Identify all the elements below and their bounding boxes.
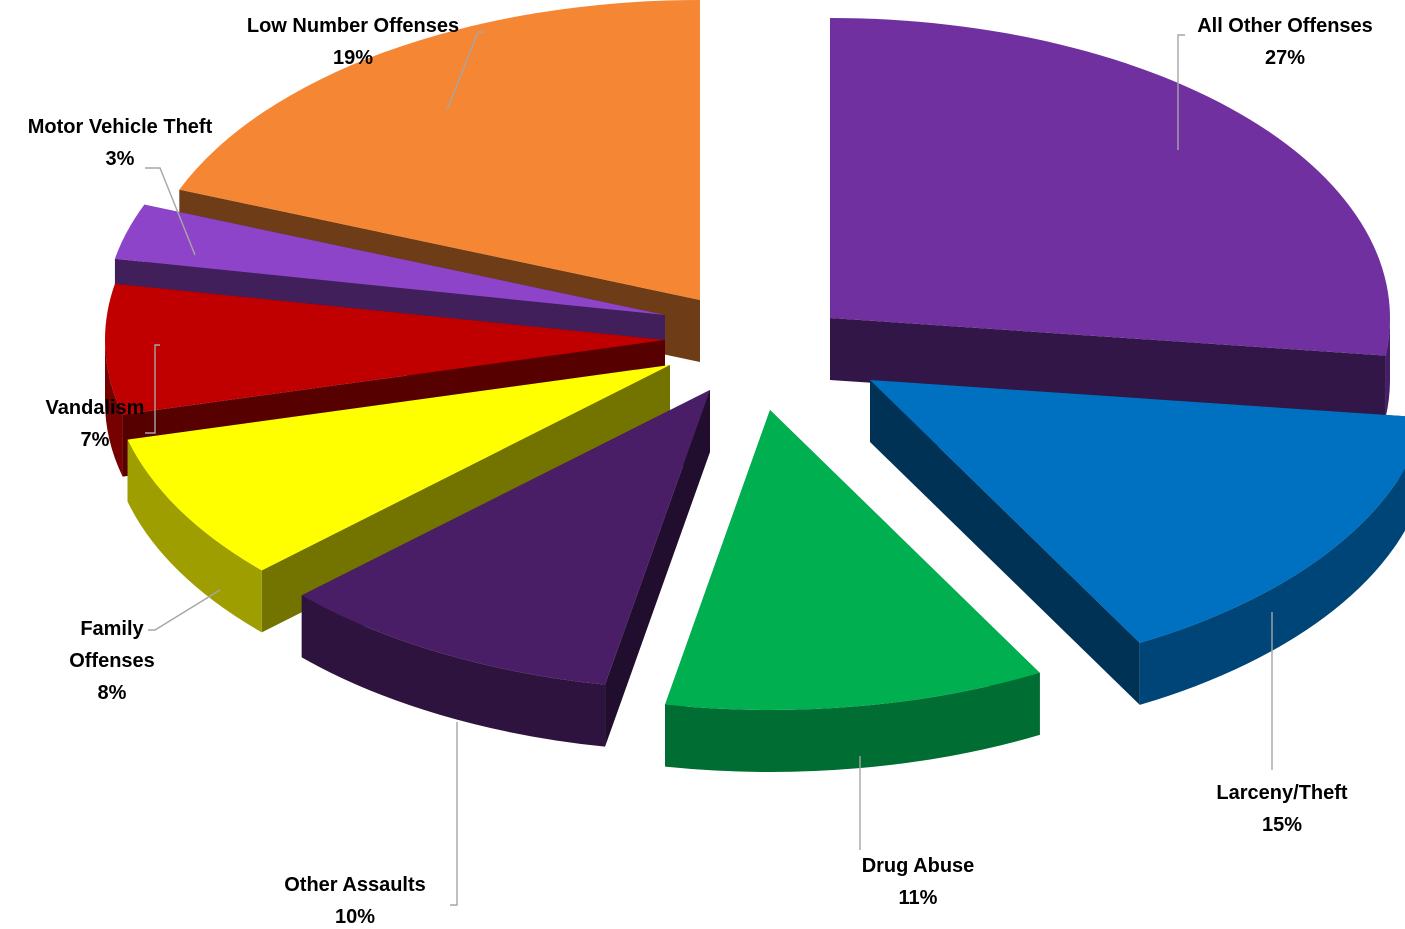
pie-slice-3 xyxy=(301,390,710,747)
pie-slice-1 xyxy=(870,380,1405,705)
slice-top-2 xyxy=(665,410,1040,711)
slice-top-0 xyxy=(830,18,1391,356)
slice-label-6: Motor Vehicle Theft 3% xyxy=(28,116,213,170)
labels-layer: All Other Offenses 27% Larceny/Theft 15% Dru… xyxy=(28,15,1373,928)
pie-slice-2 xyxy=(665,410,1040,772)
leader-line-3 xyxy=(450,722,458,906)
slice-side-5-0 xyxy=(105,340,123,477)
slice-label-1: Larceny/Theft 15% xyxy=(1216,782,1347,836)
leader-line-6 xyxy=(145,167,196,256)
slice-top-6 xyxy=(114,204,666,315)
slice-top-7 xyxy=(179,0,700,300)
slice-label-4: Family Offenses 8% xyxy=(69,618,155,704)
slice-side-0-0 xyxy=(1385,318,1390,418)
slice-top-3 xyxy=(301,390,710,685)
pie-slice-0 xyxy=(830,18,1391,418)
slice-label-5: Vandalism 7% xyxy=(46,397,145,451)
leader-line-7 xyxy=(446,31,484,111)
leader-line-0 xyxy=(1177,34,1185,150)
slice-label-3: Other Assaults 10% xyxy=(284,874,426,928)
slice-wall-1-1 xyxy=(870,380,1140,705)
leader-lines-layer xyxy=(145,31,1273,906)
slice-wall-3-0 xyxy=(605,390,710,747)
slice-label-0: All Other Offenses 27% xyxy=(1197,15,1373,69)
slice-side-4-0 xyxy=(127,439,262,633)
slice-wall-0-1 xyxy=(830,318,1386,418)
slice-top-5 xyxy=(104,283,665,415)
slices-layer xyxy=(104,0,1405,772)
slice-label-2: Drug Abuse 11% xyxy=(862,855,975,909)
slice-top-4 xyxy=(127,365,670,571)
slice-label-7: Low Number Offenses 19% xyxy=(247,15,459,69)
leader-line-5 xyxy=(145,344,160,434)
slice-side-3-0 xyxy=(301,595,606,747)
slice-top-1 xyxy=(870,380,1405,643)
slice-side-1-0 xyxy=(1139,468,1405,705)
slice-side-2-0 xyxy=(665,672,1040,772)
leader-line-4 xyxy=(148,589,221,631)
